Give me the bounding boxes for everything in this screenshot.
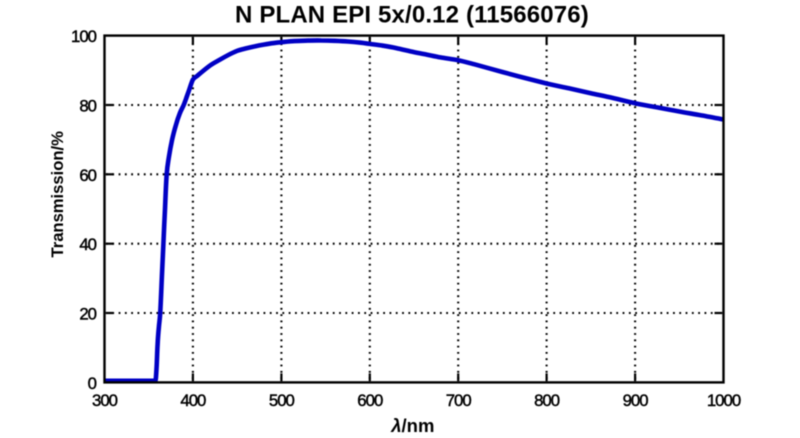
svg-text:80: 80 bbox=[79, 97, 96, 116]
svg-text:60: 60 bbox=[79, 166, 96, 185]
svg-text:1000: 1000 bbox=[707, 391, 741, 410]
svg-text:600: 600 bbox=[357, 391, 383, 410]
svg-text:500: 500 bbox=[269, 391, 295, 410]
svg-text:0: 0 bbox=[88, 374, 97, 393]
svg-text:100: 100 bbox=[71, 27, 97, 46]
svg-text:900: 900 bbox=[623, 391, 649, 410]
svg-text:40: 40 bbox=[79, 235, 96, 254]
svg-text:Transmission/%: Transmission/% bbox=[48, 131, 67, 258]
svg-text:λ/nm: λ/nm bbox=[390, 415, 434, 436]
svg-text:800: 800 bbox=[534, 391, 560, 410]
svg-text:700: 700 bbox=[446, 391, 472, 410]
svg-text:20: 20 bbox=[79, 305, 96, 324]
svg-text:300: 300 bbox=[92, 391, 118, 410]
svg-text:400: 400 bbox=[180, 391, 206, 410]
svg-text:N PLAN EPI 5x/0.12 (11566076): N PLAN EPI 5x/0.12 (11566076) bbox=[235, 2, 589, 29]
